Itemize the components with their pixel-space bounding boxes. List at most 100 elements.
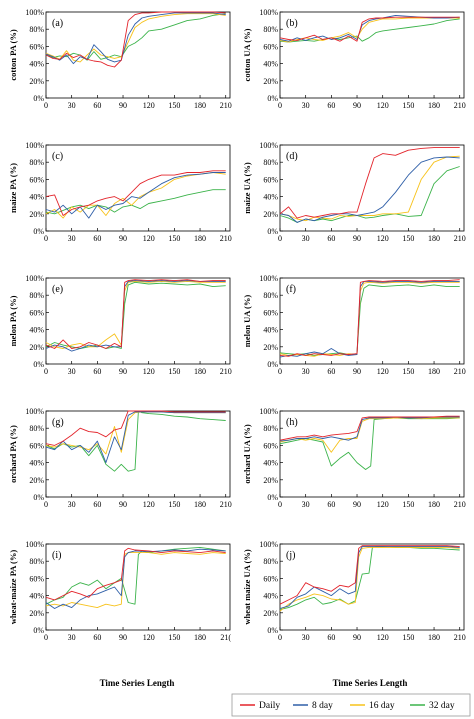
panel-a-series-8-day bbox=[45, 12, 226, 65]
panel-j-xtick-label: 60 bbox=[327, 633, 335, 642]
panel-j-xtick-label: 0 bbox=[278, 633, 282, 642]
panel-g-xtick-label: 0 bbox=[44, 500, 48, 509]
panel-b-tag: (b) bbox=[286, 18, 298, 29]
panel-f: 0% 20% 40% 60% 80% 100% 0 30 60 90 120 150 180 210 mel… bbox=[242, 274, 466, 376]
panel-h-xtick-label: 120 bbox=[377, 500, 389, 509]
panel-h-ylabel: orchard UA (%) bbox=[242, 424, 252, 484]
panel-h-xtick-label: 180 bbox=[428, 500, 440, 509]
panel-c-series-daily bbox=[45, 170, 226, 216]
panel-c-tag: (c) bbox=[52, 151, 63, 162]
panel-i-ytick-label: 0% bbox=[33, 626, 44, 635]
panel-g-xtick-label: 30 bbox=[68, 500, 76, 509]
panel-i-ytick-label: 20% bbox=[29, 609, 44, 618]
panel-e-xtick-label: 210 bbox=[220, 367, 232, 376]
panel-d-xtick-label: 150 bbox=[402, 234, 414, 243]
panel-i-ytick-label: 100% bbox=[25, 540, 44, 549]
panel-i-xtick-label: 180 bbox=[194, 633, 206, 642]
panel-b-ytick-label: 80% bbox=[263, 25, 278, 34]
panel-b-ytick-label: 0% bbox=[267, 94, 278, 103]
panel-b-ylabel: cotton UA (%) bbox=[242, 28, 252, 81]
panel-i-xtick-label: 60 bbox=[93, 633, 101, 642]
panels: 0% 20% 40% 60% 80% 100% 0 30 60 90 120 150 180 210 cot… bbox=[8, 8, 466, 642]
panel-h-xtick-label: 60 bbox=[327, 500, 335, 509]
panel-j-xtick-label: 210 bbox=[454, 633, 466, 642]
panel-c-xtick-label: 90 bbox=[119, 234, 127, 243]
panel-d-ylabel: maize UA (%) bbox=[242, 162, 252, 214]
panel-a-xtick-label: 0 bbox=[44, 101, 48, 110]
panel-b-ytick-label: 60% bbox=[263, 42, 278, 51]
panel-b-xtick-label: 210 bbox=[454, 101, 466, 110]
panel-i-xtick-label: 21( bbox=[220, 633, 231, 642]
panel-d-tag: (d) bbox=[286, 151, 298, 162]
panel-f-xtick-label: 150 bbox=[402, 367, 414, 376]
panel-i-tag: (i) bbox=[52, 550, 61, 561]
panel-f-xtick-label: 210 bbox=[454, 367, 466, 376]
panel-j-ytick-label: 20% bbox=[263, 609, 278, 618]
panel-d-xtick-label: 180 bbox=[428, 234, 440, 243]
panel-c-xtick-label: 180 bbox=[194, 234, 206, 243]
panel-e-xtick-label: 150 bbox=[168, 367, 180, 376]
panel-j-ytick-label: 60% bbox=[263, 574, 278, 583]
panel-c-ytick-label: 40% bbox=[29, 193, 44, 202]
panel-d-xtick-label: 60 bbox=[327, 234, 335, 243]
panel-f-xtick-label: 30 bbox=[302, 367, 310, 376]
panel-i-xtick-label: 120 bbox=[143, 633, 155, 642]
panel-c-frame bbox=[45, 144, 231, 232]
panel-a-ytick-label: 60% bbox=[29, 42, 44, 51]
panel-a-ytick-label: 100% bbox=[25, 8, 44, 17]
panel-g-series-daily bbox=[45, 410, 226, 446]
panel-c-series-8-day bbox=[45, 172, 226, 219]
panel-i-xtick-label: 30 bbox=[68, 633, 76, 642]
panel-c-xtick-label: 30 bbox=[68, 234, 76, 243]
panel-i-xtick-label: 0 bbox=[44, 633, 48, 642]
panel-f-tag: (f) bbox=[286, 284, 296, 295]
panel-g-ytick-label: 80% bbox=[29, 424, 44, 433]
legend-label-daily: Daily bbox=[259, 701, 280, 711]
panel-a-xtick-label: 60 bbox=[93, 101, 101, 110]
panel-c-ylabel: maize PA (%) bbox=[8, 163, 18, 213]
panel-j-series-32-day bbox=[279, 546, 460, 610]
panel-b-ytick-label: 40% bbox=[263, 60, 278, 69]
panel-j-xtick-label: 150 bbox=[402, 633, 414, 642]
panel-f-xtick-label: 180 bbox=[428, 367, 440, 376]
panel-g-ytick-label: 0% bbox=[33, 493, 44, 502]
panel-h-tag: (h) bbox=[286, 417, 298, 428]
panel-h: 0% 20% 40% 60% 80% 100% 0 30 60 90 120 150 180 210 orc… bbox=[242, 407, 466, 509]
panel-g-ytick-label: 20% bbox=[29, 476, 44, 485]
panel-d-xtick-label: 0 bbox=[278, 234, 282, 243]
panel-d-xtick-label: 90 bbox=[353, 234, 361, 243]
panel-c-ytick-label: 80% bbox=[29, 158, 44, 167]
panel-d-xtick-label: 210 bbox=[454, 234, 466, 243]
panel-j-ylabel: wheat maize UA (%) bbox=[242, 549, 252, 624]
panel-d-xtick-label: 30 bbox=[302, 234, 310, 243]
panel-d: 0% 20% 40% 60% 80% 100% 0 30 60 90 120 150 180 210 mai… bbox=[242, 141, 466, 243]
panel-e-series-daily bbox=[45, 279, 226, 349]
legend-label-32day: 32 day bbox=[429, 701, 455, 711]
panel-f-ytick-label: 20% bbox=[263, 343, 278, 352]
panel-e-ytick-label: 20% bbox=[29, 343, 44, 352]
panel-a-ytick-label: 0% bbox=[33, 94, 44, 103]
panel-d-ytick-label: 40% bbox=[263, 193, 278, 202]
panel-a-ylabel: cotton PA (%) bbox=[8, 29, 18, 80]
panel-g-ytick-label: 40% bbox=[29, 459, 44, 468]
panel-j-xtick-label: 30 bbox=[302, 633, 310, 642]
panel-f-ytick-label: 80% bbox=[263, 291, 278, 300]
panel-h-xtick-label: 30 bbox=[302, 500, 310, 509]
panel-b-xtick-label: 30 bbox=[302, 101, 310, 110]
panel-e-frame bbox=[45, 277, 231, 365]
panel-b-series-32-day bbox=[279, 18, 460, 43]
panel-d-ytick-label: 60% bbox=[263, 175, 278, 184]
panel-f-ytick-label: 100% bbox=[259, 274, 278, 283]
panel-f-ytick-label: 60% bbox=[263, 308, 278, 317]
panel-j-frame bbox=[279, 543, 465, 631]
panel-h-series-8-day bbox=[279, 416, 460, 442]
panel-b-ytick-label: 100% bbox=[259, 8, 278, 17]
panel-a-xtick-label: 90 bbox=[119, 101, 127, 110]
panel-e-xtick-label: 0 bbox=[44, 367, 48, 376]
panel-b: 0% 20% 40% 60% 80% 100% 0 30 60 90 120 150 180 210 cot… bbox=[242, 8, 466, 110]
panel-a-xtick-label: 210 bbox=[220, 101, 232, 110]
panel-a-xtick-label: 120 bbox=[143, 101, 155, 110]
panel-b-xtick-label: 60 bbox=[327, 101, 335, 110]
x-axis-title-right: Time Series Length bbox=[333, 678, 408, 688]
panel-e-xtick-label: 90 bbox=[119, 367, 127, 376]
